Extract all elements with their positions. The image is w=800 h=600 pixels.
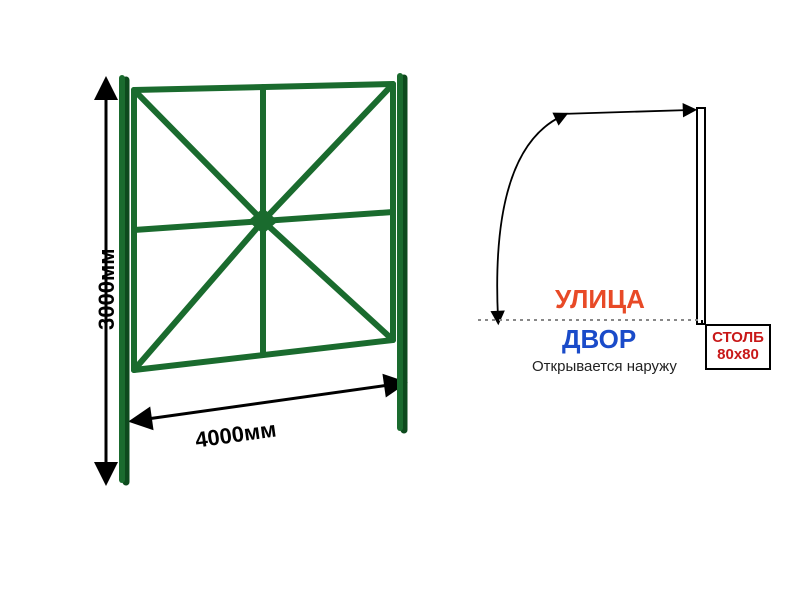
swing-post bbox=[697, 108, 705, 324]
height-label: 3000мм bbox=[94, 249, 120, 331]
street-label: УЛИЦА bbox=[555, 284, 645, 315]
yard-label: ДВОР bbox=[562, 324, 636, 355]
swing-arc-arrow bbox=[497, 116, 562, 318]
opens-label: Открывается наружу bbox=[532, 358, 677, 375]
post-spec-box: СТОЛБ 80x80 bbox=[705, 324, 771, 370]
diagram-canvas: 3000мм 4000мм УЛИЦА ДВОР Открывается нар… bbox=[0, 0, 800, 600]
post-label-1: СТОЛБ bbox=[707, 330, 769, 347]
swing-top-arrow bbox=[560, 110, 690, 114]
width-arrow bbox=[140, 384, 396, 420]
gate-svg bbox=[0, 0, 800, 600]
post-label-2: 80x80 bbox=[707, 347, 769, 364]
